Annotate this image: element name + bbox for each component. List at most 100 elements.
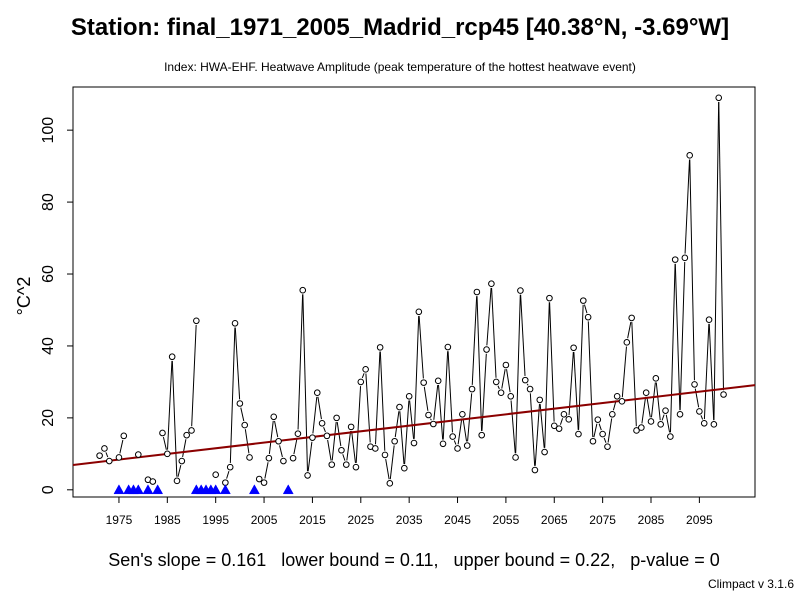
data-point xyxy=(638,424,645,431)
series-segment xyxy=(229,327,236,463)
series-segment xyxy=(481,353,487,431)
chart-title: Station: final_1971_2005_Madrid_rcp45 [4… xyxy=(70,14,730,41)
data-point xyxy=(115,454,123,461)
series-segment xyxy=(413,315,420,439)
data-point xyxy=(609,410,616,418)
series-segment xyxy=(603,437,607,443)
data-point xyxy=(164,450,171,458)
series-segment xyxy=(520,294,526,376)
series-segment xyxy=(598,423,602,431)
data-point xyxy=(667,433,674,440)
data-point xyxy=(715,94,723,102)
series-segment xyxy=(627,321,632,339)
series-segment xyxy=(361,373,365,379)
data-point xyxy=(338,446,345,454)
data-point xyxy=(381,451,389,459)
data-point xyxy=(415,308,423,316)
x-tick-label: 2005 xyxy=(251,513,278,527)
zero-marker xyxy=(132,484,144,495)
data-point xyxy=(265,454,273,462)
series-segment xyxy=(684,159,691,254)
data-point xyxy=(396,403,403,411)
data-point xyxy=(710,421,718,428)
data-point xyxy=(183,431,190,439)
data-point xyxy=(521,376,529,384)
data-point xyxy=(463,442,471,449)
series-segment xyxy=(559,418,564,425)
series-segment xyxy=(486,287,492,346)
data-point xyxy=(439,440,447,448)
data-point xyxy=(536,396,544,404)
data-point xyxy=(512,454,519,461)
data-point xyxy=(546,294,553,302)
x-tick-label: 2075 xyxy=(589,513,616,527)
series-segment xyxy=(549,302,555,422)
zero-marker xyxy=(142,484,154,495)
zero-marker xyxy=(282,484,294,495)
data-point xyxy=(459,410,466,418)
series-segment xyxy=(331,422,337,461)
data-point xyxy=(299,286,307,294)
data-point xyxy=(652,375,660,382)
series-segment xyxy=(471,296,478,385)
series-segment xyxy=(389,445,395,480)
data-point xyxy=(333,414,340,422)
data-point xyxy=(700,419,708,427)
data-point xyxy=(362,366,369,373)
series-segment xyxy=(317,396,322,420)
data-point xyxy=(589,437,597,445)
series-segment xyxy=(539,404,545,448)
data-point xyxy=(241,421,249,429)
data-point xyxy=(454,445,461,452)
series-segment xyxy=(279,445,283,458)
series-segment xyxy=(476,296,483,431)
series-segment xyxy=(665,414,671,433)
series-segment xyxy=(453,440,457,445)
x-tick-label: 2015 xyxy=(299,513,326,527)
series-segment xyxy=(177,464,182,477)
data-point xyxy=(594,416,602,423)
trend-stats: Sen's slope = 0.161 lower bound = 0.11, … xyxy=(108,550,720,570)
data-point xyxy=(720,391,727,398)
series-segment xyxy=(423,386,429,411)
series-segment xyxy=(355,386,362,463)
data-point xyxy=(575,430,582,438)
series-segment xyxy=(646,396,651,418)
data-point xyxy=(686,152,694,159)
series-segment xyxy=(430,418,432,421)
series-segment xyxy=(515,294,521,454)
series-segment xyxy=(650,382,656,418)
series-segment xyxy=(462,418,468,442)
x-tick-label: 2035 xyxy=(396,513,423,527)
data-point xyxy=(657,421,664,428)
data-point xyxy=(178,457,186,465)
series-segment xyxy=(713,101,720,421)
series-segment xyxy=(264,462,269,479)
series-segment xyxy=(631,322,637,427)
software-credit: Climpact v 3.1.6 xyxy=(707,577,794,591)
data-point xyxy=(342,461,350,468)
data-point xyxy=(391,437,398,445)
data-point xyxy=(565,416,573,423)
series-segment xyxy=(529,393,536,466)
series-segment xyxy=(385,458,390,480)
data-point xyxy=(430,420,437,428)
series-segment xyxy=(661,414,665,421)
series-segment xyxy=(674,263,681,411)
data-point xyxy=(579,297,587,304)
data-point xyxy=(502,361,510,369)
data-point xyxy=(120,432,128,440)
data-point xyxy=(231,319,239,327)
series-segment xyxy=(379,351,386,451)
series-segment xyxy=(404,400,410,465)
series-segment xyxy=(342,454,346,461)
series-segment xyxy=(703,323,710,420)
data-point xyxy=(560,410,568,418)
x-tick-label: 2025 xyxy=(347,513,374,527)
data-point xyxy=(449,433,456,440)
y-tick-label: 80 xyxy=(40,193,57,211)
series-segment xyxy=(302,294,308,472)
series-segment xyxy=(447,351,453,433)
data-point xyxy=(304,472,311,479)
